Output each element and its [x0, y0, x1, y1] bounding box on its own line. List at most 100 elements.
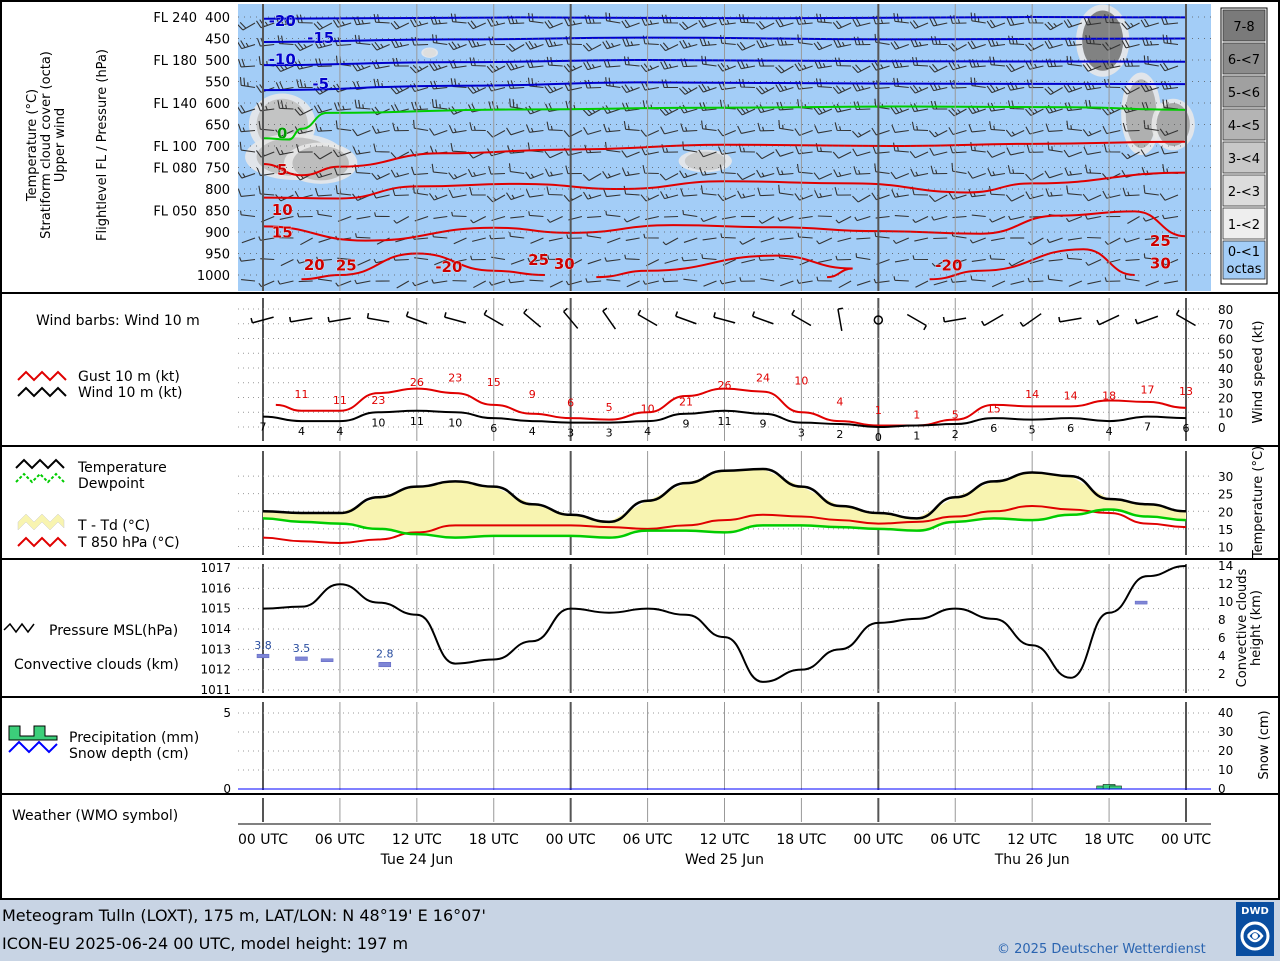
gust-data-label: 1 [913, 409, 920, 422]
pressure-tick-label: 500 [205, 54, 230, 69]
temp-tick-label: 15 [1218, 523, 1233, 537]
flight-level-label: FL 180 [153, 54, 197, 69]
pressure-tick-label: 1013 [200, 642, 231, 656]
wind-tick-label: 80 [1218, 303, 1233, 317]
time-tick-label: 06 UTC [930, 832, 980, 848]
wind-data-label: 0 [875, 431, 882, 444]
wind-axis-label: Wind speed (kt) [1251, 321, 1266, 424]
wind-data-label: 5 [1029, 424, 1036, 437]
conv-cloud-bar [379, 662, 391, 667]
time-tick-label: 12 UTC [699, 832, 749, 848]
flight-level-label: FL 240 [153, 11, 197, 26]
pressure-tick-label: 1014 [200, 622, 231, 636]
contour-label: 0 [277, 125, 287, 143]
wind-data-label: 1 [913, 430, 920, 443]
gust-data-label: 11 [333, 394, 347, 407]
flight-level-label: FL 080 [153, 162, 197, 177]
conv-clouds-legend-label: Convective clouds (km) [14, 657, 179, 673]
conv-cloud-bar [321, 659, 333, 662]
contour-label: 10 [272, 201, 293, 219]
day-label: Wed 25 Jun [685, 852, 764, 868]
wind-tick-label: 40 [1218, 362, 1233, 376]
conv-height-tick-label: 14 [1218, 559, 1233, 573]
time-tick-label: 12 UTC [392, 832, 442, 848]
wind-data-label: 9 [683, 418, 690, 431]
gust-data-label: 4 [836, 395, 843, 408]
wind-data-label: 4 [644, 425, 651, 438]
gust-data-label: 23 [371, 394, 385, 407]
gust-data-label: 10 [641, 403, 655, 416]
flight-level-label: FL 140 [153, 97, 197, 112]
contour-label: 30 [554, 255, 575, 273]
upper-title-line1: Temperature (°C) [25, 89, 40, 202]
cloud-legend-label: 0-<1 [1228, 245, 1260, 260]
wind-data-label: 11 [410, 415, 424, 428]
cloud-legend-label: 5-<6 [1228, 86, 1260, 101]
time-tick-label: 18 UTC [1084, 832, 1134, 848]
pressure-tick-label: 700 [205, 140, 230, 155]
dwd-logo-text: DWD [1241, 906, 1269, 917]
pressure-tick-label: 1011 [200, 683, 231, 697]
pressure-tick-label: 650 [205, 119, 230, 134]
gust-data-label: 1 [875, 404, 882, 417]
wind-data-label: 6 [1183, 422, 1190, 435]
precip-tick-label: 0 [223, 782, 231, 796]
dwd-logo: DWD [1236, 902, 1274, 956]
gust-data-label: 14 [1025, 388, 1039, 401]
pressure-tick-label: 1000 [197, 269, 230, 284]
upper-title-line3: Upper wind [53, 108, 68, 182]
wind-barbs-title: Wind barbs: Wind 10 m [36, 313, 200, 329]
wind-tick-label: 60 [1218, 333, 1233, 347]
temp-tick-label: 30 [1218, 470, 1233, 484]
precip-tick-label: 5 [223, 706, 231, 720]
flight-level-label: FL 050 [153, 205, 197, 220]
footer: Meteogram Tulln (LOXT), 175 m, LAT/LON: … [0, 899, 1280, 961]
gust-data-label: 13 [1179, 385, 1193, 398]
gust-data-label: 5 [606, 401, 613, 414]
station-info: Meteogram Tulln (LOXT), 175 m, LAT/LON: … [2, 906, 486, 925]
time-tick-label: 06 UTC [623, 832, 673, 848]
pressure-tick-label: 750 [205, 162, 230, 177]
upper-axis-label: Flightlevel FL / Pressure (hPa) [95, 49, 110, 241]
snow-tick-label: 20 [1218, 744, 1233, 758]
gust-data-label: 23 [448, 372, 462, 385]
temp-tick-label: 25 [1218, 488, 1233, 502]
cloud-legend-label: 1-<2 [1228, 218, 1260, 233]
temperature-axis-label: Temperature (°C) [1251, 446, 1266, 559]
gust-data-label: 9 [529, 388, 536, 401]
contour-label: 15 [272, 224, 293, 242]
conv-axis-label-2: height (km) [1249, 590, 1264, 666]
day-label: Tue 24 Jun [380, 852, 454, 868]
snow-axis-label: Snow (cm) [1257, 710, 1272, 779]
conv-height-tick-label: 8 [1218, 613, 1226, 627]
contour-label: 25 [1150, 232, 1171, 250]
conv-cloud-bar [1135, 601, 1147, 604]
gust-data-label: 15 [987, 403, 1001, 416]
contour-label: -15 [307, 29, 334, 47]
wind-data-label: 2 [952, 428, 959, 441]
pressure-tick-label: 850 [205, 205, 230, 220]
time-tick-label: 00 UTC [853, 832, 903, 848]
gust-data-label: 26 [410, 376, 424, 389]
pressure-tick-label: 1016 [200, 581, 231, 595]
gust-data-label: 10 [794, 375, 808, 388]
copyright: © 2025 Deutscher Wetterdienst [997, 942, 1206, 957]
time-tick-label: 18 UTC [776, 832, 826, 848]
wind-tick-label: 50 [1218, 347, 1233, 361]
time-tick-label: 00 UTC [1161, 832, 1211, 848]
temperature-legend-label: Temperature [77, 460, 167, 476]
wind-legend-label: Wind 10 m (kt) [78, 385, 183, 401]
snow-tick-label: 10 [1218, 763, 1233, 777]
cloud-legend-label: 4-<5 [1228, 119, 1260, 134]
conv-cloud-bar [257, 654, 269, 658]
contour-label: 5 [277, 161, 287, 179]
contour-label: -20 [435, 258, 462, 276]
model-info: ICON-EU 2025-06-24 00 UTC, model height:… [2, 934, 408, 953]
wind-tick-label: 0 [1218, 421, 1226, 435]
snow-tick-label: 0 [1218, 782, 1226, 796]
gust-data-label: 18 [1102, 389, 1116, 402]
conv-height-tick-label: 4 [1218, 649, 1226, 663]
